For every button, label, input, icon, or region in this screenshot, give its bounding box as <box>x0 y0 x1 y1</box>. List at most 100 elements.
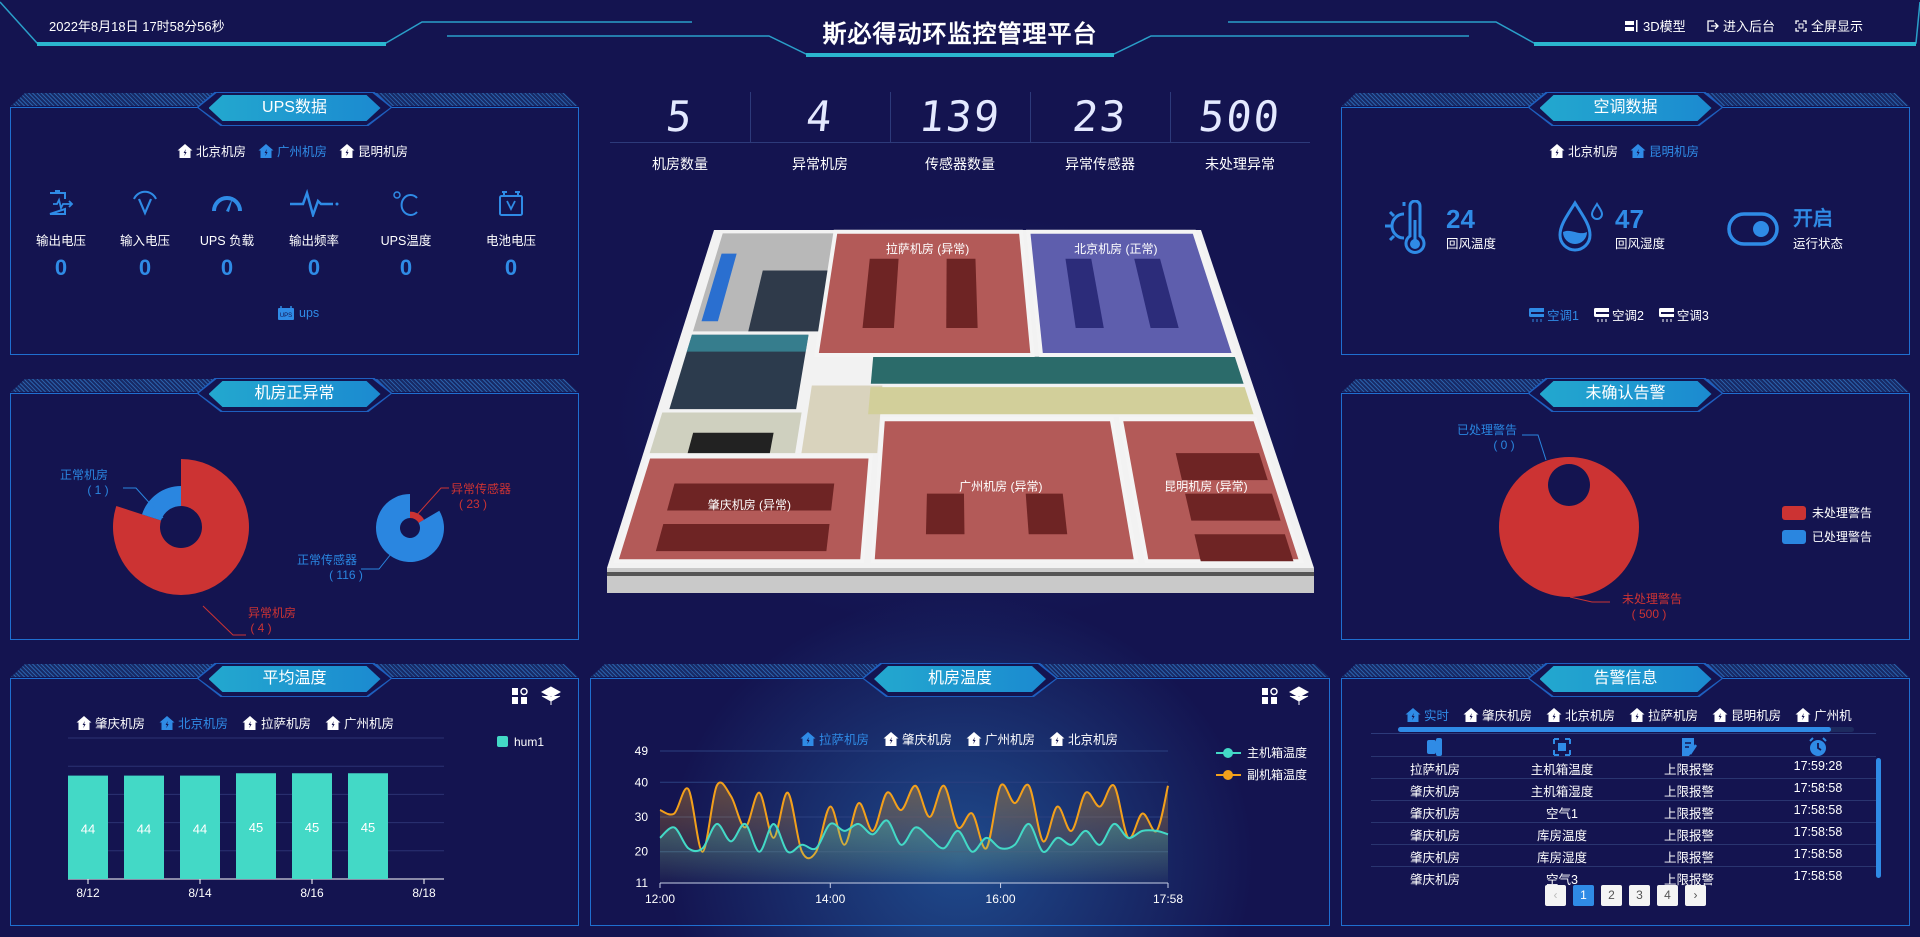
metric-label: 输出电压 <box>35 234 86 248</box>
row-divider <box>1371 778 1876 779</box>
server-rack <box>1175 453 1268 481</box>
building-base <box>607 568 1314 593</box>
tab-lhasa[interactable]: 拉萨机房 <box>800 729 869 748</box>
alarm-tab[interactable]: 广州机 <box>1795 705 1852 723</box>
fullscreen-button[interactable]: 全屏显示 <box>1795 16 1863 35</box>
tab-guangzhou[interactable]: 广州机房 <box>258 141 327 160</box>
tab-beijing[interactable]: 北京机房 <box>159 713 228 732</box>
metric-value: 0 <box>399 255 413 280</box>
x-tick-label: 17:58 <box>1153 892 1183 906</box>
legend-item[interactable]: 已处理警告 <box>1782 529 1872 544</box>
tab-zhaoqing[interactable]: 肇庆机房 <box>883 729 952 748</box>
ups-device-button[interactable]: UPS ups <box>278 306 319 320</box>
x-tick-label: 16:00 <box>986 892 1016 906</box>
alarm-tab[interactable]: 肇庆机房 <box>1463 705 1532 723</box>
tab-beijing[interactable]: 北京机房 <box>1049 729 1118 748</box>
tab-guangzhou[interactable]: 广州机房 <box>966 729 1035 748</box>
stat-separator <box>1030 92 1031 142</box>
metric-output-voltage: 输出电压 0 <box>16 186 106 281</box>
tab-label: 空调2 <box>1611 309 1644 323</box>
room-4[interactable]: 肇庆机房 (异常) <box>613 454 873 564</box>
tab-lhasa[interactable]: 拉萨机房 <box>242 713 311 732</box>
row-divider <box>1371 822 1876 823</box>
tab-guangzhou[interactable]: 广州机房 <box>325 713 394 732</box>
glass-corridor <box>870 356 1244 384</box>
legend-item[interactable]: hum1 <box>497 735 544 749</box>
data-view-icon[interactable] <box>1261 687 1279 705</box>
tab-aircon-2[interactable]: 空调2 <box>1593 305 1644 324</box>
tab-label: 北京机房 <box>196 145 247 159</box>
tab-beijing[interactable]: 北京机房 <box>177 141 246 160</box>
download-icon[interactable] <box>541 686 561 706</box>
alarm-tab[interactable]: 北京机房 <box>1546 705 1615 723</box>
download-icon[interactable] <box>1289 686 1309 706</box>
tab-kunming[interactable]: 昆明机房 <box>339 141 408 160</box>
legend-marker <box>1223 770 1233 780</box>
tab-label: 肇庆机房 <box>95 717 146 731</box>
panel-title: 平均温度 <box>209 666 381 692</box>
tab-beijing[interactable]: 北京机房 <box>1549 141 1618 160</box>
tab-aircon-3[interactable]: 空调3 <box>1658 305 1709 324</box>
pie-slice <box>1498 457 1639 597</box>
legend-item[interactable]: 主机箱温度 <box>1216 745 1307 760</box>
alarm-tab[interactable]: 实时 <box>1405 705 1449 723</box>
slice-label: 正常机房 <box>60 467 108 482</box>
air-conditioner-icon <box>1529 307 1544 322</box>
table-scrollbar[interactable] <box>1876 758 1881 878</box>
legend-item[interactable]: 副机箱温度 <box>1216 767 1307 782</box>
tabs-scroll-thumb[interactable] <box>1398 727 1831 732</box>
room-label: 肇庆机房 (异常) <box>708 497 791 512</box>
stat-value: 23 <box>1070 92 1130 141</box>
model-3d-label: 3D模型 <box>1643 19 1686 34</box>
data-view-icon[interactable] <box>511 687 529 705</box>
bar <box>124 775 164 879</box>
alarm-tabs: 实时 肇庆机房 北京机房 拉萨机房 昆明机房 广州机 <box>1405 705 1852 723</box>
toggle-on-icon[interactable] <box>1727 211 1779 247</box>
pagination-next-button[interactable]: › <box>1685 885 1706 906</box>
y-tick-label: 11 <box>636 876 649 890</box>
server-rack <box>667 483 835 511</box>
alarm-info-panel: 告警信息 实时 肇庆机房 北京机房 拉萨机房 昆明机房 广州机 拉萨机房 主机箱温度 上限报警… <box>1341 678 1910 926</box>
room-1[interactable]: 北京机房 (正常) <box>1026 229 1238 358</box>
avg-temp-bar-chart: 8/12 44 44 8/14 44 45 8/16 45 45 8/18 hum1 <box>68 735 544 900</box>
stat-separator <box>1170 92 1171 142</box>
legend-item[interactable]: 未处理警告 <box>1782 505 1872 520</box>
legend-swatch <box>1782 530 1806 544</box>
metric-ups-load: UPS 负载 0 <box>182 186 272 281</box>
room-0[interactable]: 拉萨机房 (异常) <box>814 229 1035 358</box>
server-rack <box>1134 258 1179 329</box>
alarm-tab[interactable]: 拉萨机房 <box>1629 705 1698 723</box>
enter-admin-button[interactable]: 进入后台 <box>1707 16 1775 35</box>
room-label: 昆明机房 (异常) <box>1164 478 1247 493</box>
x-tick-label: 12:00 <box>645 892 675 906</box>
tab-zhaoqing[interactable]: 肇庆机房 <box>76 713 145 732</box>
pagination-prev-button[interactable]: ‹ <box>1545 885 1566 906</box>
tab-label: 昆明机房 <box>1731 709 1782 723</box>
tab-label: 肇庆机房 <box>1482 709 1533 723</box>
y-tick-label: 20 <box>635 845 649 859</box>
pagination-page-4-button[interactable]: 4 <box>1657 885 1678 906</box>
bar <box>348 773 388 879</box>
datetime: 2022年8月18日 17时58分56秒 <box>49 19 225 34</box>
tabs-scroll-track[interactable] <box>1398 727 1854 732</box>
room-3[interactable]: 昆明机房 (异常) <box>1118 417 1304 564</box>
table-cell: 上限报警 <box>1663 873 1714 887</box>
floor-plan-3d[interactable]: 拉萨机房 (异常) 北京机房 (正常) 广州机房 (异常) 昆明机房 (异常) 肇庆机房… <box>600 220 1320 600</box>
stat-label: 异常机房 <box>792 156 848 172</box>
pagination-page-2-button[interactable]: 2 <box>1601 885 1622 906</box>
pagination-page-1-button[interactable]: 1 <box>1573 885 1594 906</box>
model-3d-button[interactable]: 3D模型 <box>1625 16 1686 35</box>
metric-output-frequency: 输出频率 0 <box>269 186 359 281</box>
table-divider <box>1371 733 1876 734</box>
alarm-tab[interactable]: 昆明机房 <box>1712 705 1781 723</box>
celsius-icon <box>393 191 418 216</box>
pagination-page-3-button[interactable]: 3 <box>1629 885 1650 906</box>
alarm-type-icon <box>1682 738 1698 756</box>
table-cell: 库房湿度 <box>1536 851 1587 865</box>
tab-kunming[interactable]: 昆明机房 <box>1630 141 1699 160</box>
label-leader-line <box>414 487 449 518</box>
slice-label: 异常传感器 <box>451 481 511 496</box>
tab-aircon-1[interactable]: 空调1 <box>1528 305 1579 324</box>
room-2[interactable]: 广州机房 (异常) <box>870 417 1139 564</box>
